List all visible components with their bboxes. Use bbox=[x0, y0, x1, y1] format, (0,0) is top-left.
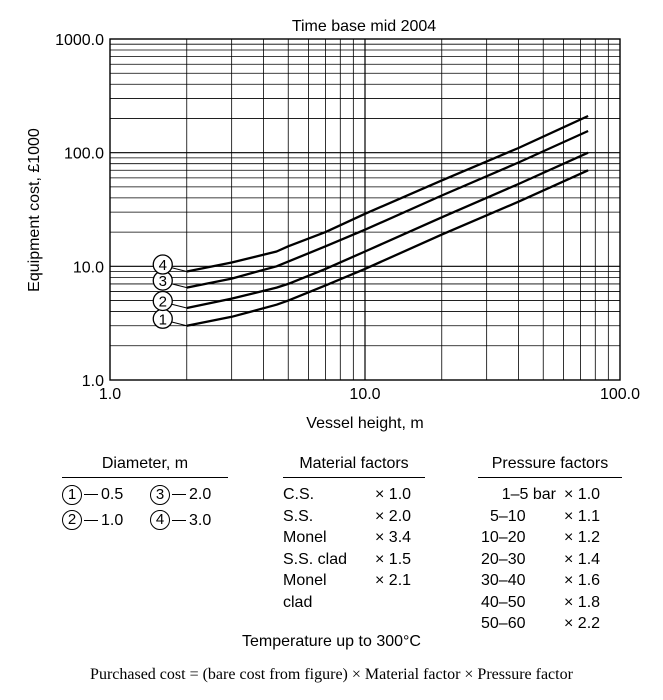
pressure-factor: × 1.2 bbox=[564, 529, 601, 546]
diameter-value: 0.5 bbox=[101, 486, 124, 503]
y-tick-label: 10.0 bbox=[73, 259, 104, 276]
pressure-title: Pressure factors bbox=[478, 455, 622, 478]
x-tick-label: 1.0 bbox=[99, 386, 121, 403]
material-row: S.S. clad × 1.5 bbox=[283, 549, 425, 571]
material-row: Monel × 2.1 bbox=[283, 570, 425, 592]
leader-line-1 bbox=[170, 321, 187, 327]
pressure-range: 20–30 bbox=[481, 550, 526, 568]
diameter-entry: 3 2.0 bbox=[150, 484, 211, 506]
series-label-1: 1 bbox=[159, 311, 167, 328]
series-line-2 bbox=[186, 151, 589, 310]
y-tick-label: 100.0 bbox=[64, 146, 104, 163]
series-line-3 bbox=[186, 129, 589, 289]
pressure-range: 5–10 bbox=[490, 507, 526, 525]
diameter-value: 3.0 bbox=[189, 511, 212, 529]
curve-number-badge: 2 bbox=[62, 510, 82, 531]
series-marker-4 bbox=[152, 254, 173, 275]
diameter-entry: 2 1.0 bbox=[62, 510, 150, 532]
diameter-row: 2 1.0 4 3.0 bbox=[62, 510, 228, 532]
series-markers: 12 34 bbox=[152, 254, 187, 329]
tick-labels: 1.0 10.0 100.0 1.0 10.0 100.0 1000.0 bbox=[55, 32, 640, 403]
pressure-factor: × 1.6 bbox=[564, 572, 601, 589]
material-name: S.S. clad bbox=[283, 550, 348, 568]
leader-line-2 bbox=[170, 303, 187, 309]
material-title: Material factors bbox=[283, 455, 425, 478]
y-axis-label: Equipment cost, £1000 bbox=[26, 128, 43, 292]
pressure-range: 1–5 bar bbox=[501, 486, 556, 503]
pressure-range: 10–20 bbox=[481, 529, 526, 546]
chart-title: Time base mid 2004 bbox=[292, 18, 436, 35]
x-tick-label: 100.0 bbox=[600, 386, 640, 403]
pressure-factor: × 2.2 bbox=[564, 615, 601, 632]
material-name: S.S. bbox=[283, 507, 314, 525]
dash bbox=[84, 494, 98, 496]
series-marker-2 bbox=[152, 290, 173, 312]
cost-chart: Time base mid 2004 1.0 10.0 100.0 1.0 10.0 10… bbox=[26, 18, 640, 432]
diameter-row: 1 0.5 3 2.0 bbox=[62, 484, 228, 506]
x-axis-label: Vessel height, m bbox=[306, 415, 423, 432]
pressure-range: 50–60 bbox=[481, 615, 526, 632]
curve-number-badge: 3 bbox=[150, 484, 170, 505]
diameter-value: 2.0 bbox=[189, 486, 212, 503]
pressure-range: 30–40 bbox=[481, 572, 526, 589]
pressure-row: 5–10 × 1.1 bbox=[478, 506, 622, 528]
material-factor: × 1.0 bbox=[375, 486, 412, 503]
pressure-row: 30–40 × 1.6 bbox=[478, 570, 622, 592]
series-label-2: 2 bbox=[159, 293, 167, 310]
curve-number-badge: 4 bbox=[150, 510, 170, 531]
pressure-row: 50–60 × 2.2 bbox=[478, 613, 622, 635]
material-factor: × 3.4 bbox=[375, 529, 412, 546]
pressure-factor: × 1.4 bbox=[564, 550, 601, 568]
dash bbox=[84, 519, 98, 521]
pressure-factor: × 1.0 bbox=[564, 486, 601, 503]
material-row: S.S. × 2.0 bbox=[283, 506, 425, 528]
pressure-row: 10–20 × 1.2 bbox=[478, 527, 622, 549]
y-tick-label: 1.0 bbox=[82, 373, 104, 390]
material-name: Monel bbox=[283, 572, 327, 589]
material-factors-table: Material factors C.S. × 1.0 S.S. × 2.0 Mon… bbox=[283, 455, 425, 613]
x-tick-label: 10.0 bbox=[349, 386, 380, 403]
material-name: clad bbox=[283, 593, 313, 611]
material-row: Monel × 3.4 bbox=[283, 527, 425, 549]
pressure-factor: × 1.1 bbox=[564, 507, 601, 525]
y-tick-label: 1000.0 bbox=[55, 32, 104, 49]
dash bbox=[172, 494, 186, 496]
pressure-row: 20–30 × 1.4 bbox=[478, 549, 622, 571]
diameter-entry: 1 0.5 bbox=[62, 484, 150, 506]
diameter-entry: 4 3.0 bbox=[150, 510, 211, 532]
diameter-value: 1.0 bbox=[101, 511, 124, 529]
series-lines bbox=[186, 114, 589, 327]
temperature-note: Temperature up to 300°C bbox=[242, 633, 421, 650]
leader-line-3 bbox=[170, 283, 187, 289]
pressure-row: 40–50 × 1.8 bbox=[478, 592, 622, 614]
pressure-factors-table: Pressure factors 1–5 bar × 1.0 5–10 × 1.1 … bbox=[478, 455, 622, 635]
series-line-4 bbox=[186, 114, 589, 273]
leader-line-4 bbox=[170, 267, 187, 273]
series-label-4: 4 bbox=[159, 257, 167, 274]
material-factor: × 1.5 bbox=[375, 550, 412, 568]
diameter-table: Diameter, m 1 0.5 3 2.0 2 1.0 4 3.0 bbox=[62, 455, 228, 531]
pressure-range: 40–50 bbox=[481, 593, 526, 611]
series-label-3: 3 bbox=[159, 273, 167, 290]
pressure-factor: × 1.8 bbox=[564, 593, 601, 611]
series-line-1 bbox=[186, 169, 589, 327]
grid bbox=[110, 39, 620, 380]
cost-formula: Purchased cost = (bare cost from figure)… bbox=[90, 666, 573, 683]
curve-number-badge: 1 bbox=[62, 484, 82, 505]
material-name: C.S. bbox=[283, 486, 315, 503]
plot-frame bbox=[109, 38, 621, 381]
diameter-title: Diameter, m bbox=[62, 455, 228, 478]
material-row: clad bbox=[283, 592, 425, 614]
material-name: Monel bbox=[283, 529, 327, 546]
material-row: C.S. × 1.0 bbox=[283, 484, 425, 506]
material-factor: × 2.0 bbox=[375, 507, 412, 525]
dash bbox=[172, 519, 186, 521]
material-factor: × 2.1 bbox=[375, 572, 412, 589]
pressure-row: 1–5 bar × 1.0 bbox=[478, 484, 622, 506]
